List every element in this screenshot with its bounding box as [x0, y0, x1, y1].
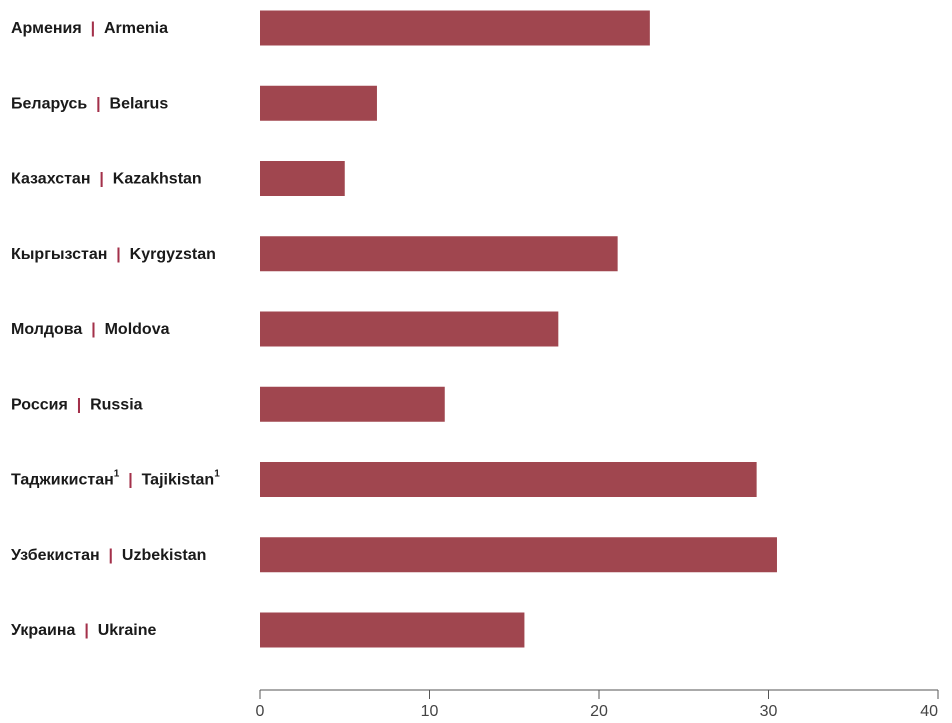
- x-axis: 0 10 20 30 40: [256, 689, 939, 720]
- label-separator: |: [87, 95, 109, 112]
- label-separator: |: [82, 321, 104, 338]
- footnote-marker: 1: [214, 468, 220, 479]
- label-en: Belarus: [110, 95, 169, 112]
- category-label: Казахстан | Kazakhstan: [11, 170, 202, 187]
- label-separator: |: [82, 20, 104, 37]
- bar: [260, 236, 618, 272]
- label-en: Kyrgyzstan: [130, 245, 216, 262]
- label-ru: Россия: [11, 396, 68, 413]
- label-en: Russia: [90, 396, 143, 413]
- label-ru: Узбекистан: [11, 546, 100, 563]
- bar: [260, 10, 650, 46]
- bar: [260, 85, 377, 121]
- category-label: Беларусь | Belarus: [11, 95, 168, 112]
- label-separator: |: [119, 471, 141, 488]
- x-tick-label: 10: [421, 703, 439, 720]
- category-label: Таджикистан1​ | Tajikistan1​: [11, 468, 220, 488]
- bar: [260, 612, 525, 648]
- bar: [260, 537, 777, 573]
- category-label: Кыргызстан | Kyrgyzstan: [11, 245, 216, 262]
- label-separator: |: [91, 170, 113, 187]
- label-ru: Армения: [11, 20, 82, 37]
- bar: [260, 462, 757, 497]
- x-tick-label: 40: [920, 703, 938, 720]
- category-label: Узбекистан | Uzbekistan: [11, 546, 206, 563]
- category-label: Молдова | Moldova: [11, 321, 170, 338]
- category-label: Россия | Russia: [11, 396, 143, 413]
- label-ru: Украина: [11, 622, 76, 639]
- category-label: Украина | Ukraine: [11, 622, 156, 639]
- label-ru: Таджикистан: [11, 471, 114, 488]
- label-separator: |: [68, 396, 90, 413]
- label-ru: Молдова: [11, 321, 82, 338]
- label-ru: Казахстан: [11, 170, 91, 187]
- label-en: Armenia: [104, 20, 168, 37]
- label-en: Kazakhstan: [113, 170, 202, 187]
- bars: [260, 10, 777, 648]
- bar: [260, 386, 445, 422]
- label-separator: |: [75, 622, 97, 639]
- x-tick-label: 20: [590, 703, 608, 720]
- label-en: Moldova: [105, 321, 170, 338]
- label-en: Ukraine: [98, 622, 157, 639]
- label-separator: |: [100, 546, 122, 563]
- bar: [260, 311, 559, 347]
- label-ru: Кыргызстан: [11, 245, 107, 262]
- category-labels: Армения | Armenia Беларусь | Belarus Казах…: [11, 20, 220, 639]
- label-ru: Беларусь: [11, 95, 87, 112]
- category-label: Армения | Armenia: [11, 20, 168, 37]
- label-separator: |: [107, 245, 129, 262]
- x-tick-label: 30: [760, 703, 778, 720]
- label-en: Uzbekistan: [122, 546, 206, 563]
- bar: [260, 161, 345, 196]
- footnote-marker: 1: [114, 468, 120, 479]
- label-en: Tajikistan: [142, 471, 215, 488]
- x-tick-label: 0: [256, 703, 265, 720]
